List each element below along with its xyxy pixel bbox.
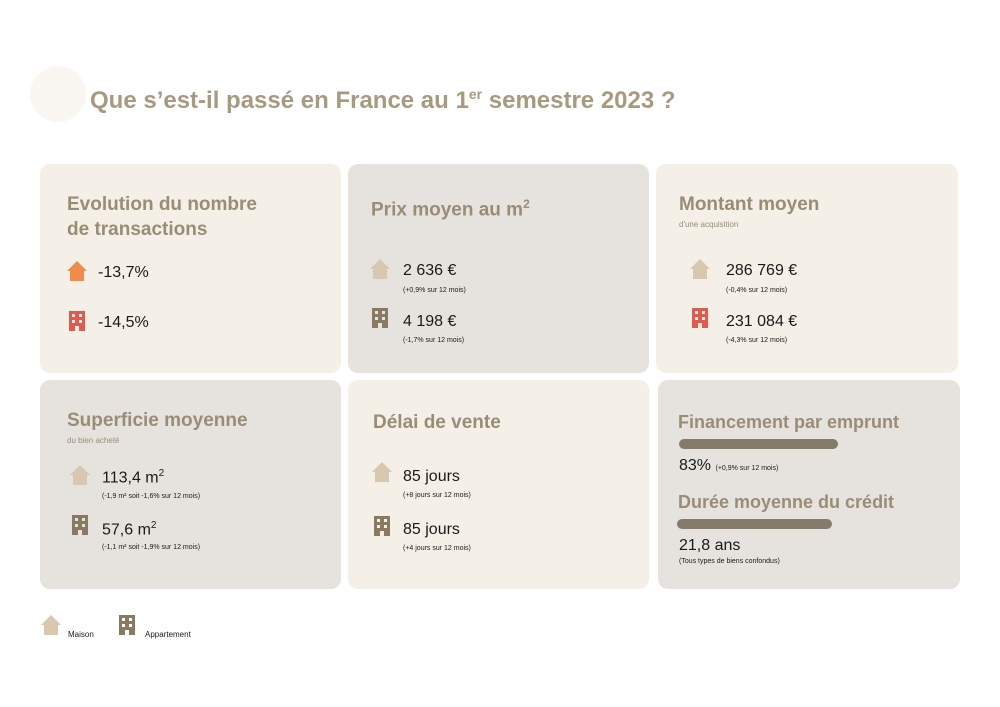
prix-apartment-note: (-1,7% sur 12 mois) <box>403 337 465 344</box>
montant-house-value: 286 769 € <box>726 262 798 279</box>
financement-value: 83% (+0,9% sur 12 mois) <box>679 457 779 474</box>
transactions-apartment-value: -14,5% <box>98 314 149 331</box>
superficie-title: Superficie moyenne <box>67 410 248 431</box>
delai-house-note: (+8 jours sur 12 mois) <box>403 492 471 499</box>
superficie-apartment-note: (-1,1 m² soit -1,9% sur 12 mois) <box>102 544 201 551</box>
financement-title: Financement par emprunt <box>678 412 900 432</box>
delai-apartment-note: (+4 jours sur 12 mois) <box>403 545 471 552</box>
duree-note: (Tous types de biens confondus) <box>679 558 780 565</box>
card-montant-moyen: Montant moyen d'une acquisition 286 769 … <box>656 164 958 373</box>
montant-apartment-note: (-4,3% sur 12 mois) <box>726 337 788 344</box>
duree-bar <box>677 519 832 529</box>
transactions-title: Evolution du nombre de transactions <box>67 194 257 240</box>
prix-house-note: (+0,9% sur 12 mois) <box>403 287 466 294</box>
house-icon <box>369 258 391 280</box>
financement-progress-fill <box>679 439 839 449</box>
house-icon <box>371 461 393 483</box>
page-title: Que s’est-il passé en France au 1er seme… <box>90 86 676 114</box>
montant-apartment-value: 231 084 € <box>726 313 798 330</box>
prix-title: Prix moyen au m2 <box>371 197 530 221</box>
apartment-icon <box>66 310 88 332</box>
superficie-house-value: 113,4 m2 <box>102 468 165 487</box>
card-prix-moyen: Prix moyen au m2 2 636 € (+0,9% sur 12 m… <box>348 164 649 373</box>
montant-title: Montant moyen <box>679 194 820 215</box>
superficie-house-note: (-1,9 m² soit -1,6% sur 12 mois) <box>102 493 201 500</box>
duree-value: 21,8 ans <box>679 537 741 554</box>
apartment-icon <box>69 514 91 536</box>
apartment-icon <box>369 307 391 329</box>
superficie-subtitle: du bien acheté <box>67 436 120 445</box>
prix-house-value: 2 636 € <box>403 262 457 279</box>
house-icon <box>66 260 88 282</box>
delai-apartment-value: 85 jours <box>403 521 460 538</box>
montant-subtitle: d'une acquisition <box>679 220 739 229</box>
card-transactions: Evolution du nombre de transactions -13,… <box>40 164 341 373</box>
card-delai-vente: Délai de vente 85 jours (+8 jours sur 12… <box>348 380 649 589</box>
duree-title: Durée moyenne du crédit <box>678 492 895 512</box>
apartment-icon <box>371 515 393 537</box>
card-financement: Financement par emprunt 83% (+0,9% sur 1… <box>658 380 960 589</box>
legend-house-icon <box>39 614 63 636</box>
delai-title: Délai de vente <box>373 412 501 433</box>
apartment-icon <box>689 307 711 329</box>
title-area: Que s’est-il passé en France au 1er seme… <box>30 66 830 126</box>
house-icon <box>69 464 91 486</box>
legend-house-label: Maison <box>68 630 94 639</box>
legend-apartment-icon <box>116 613 138 637</box>
superficie-apartment-value: 57,6 m2 <box>102 520 157 539</box>
delai-house-value: 85 jours <box>403 468 460 485</box>
financement-progress-track <box>679 439 871 449</box>
card-superficie: Superficie moyenne du bien acheté 113,4 … <box>40 380 341 589</box>
legend-apartment-label: Appartement <box>145 630 191 639</box>
montant-house-note: (-0,4% sur 12 mois) <box>726 287 788 294</box>
prix-apartment-value: 4 198 € <box>403 313 457 330</box>
house-icon <box>689 258 711 280</box>
title-decoration <box>30 66 86 122</box>
transactions-house-value: -13,7% <box>98 264 149 281</box>
